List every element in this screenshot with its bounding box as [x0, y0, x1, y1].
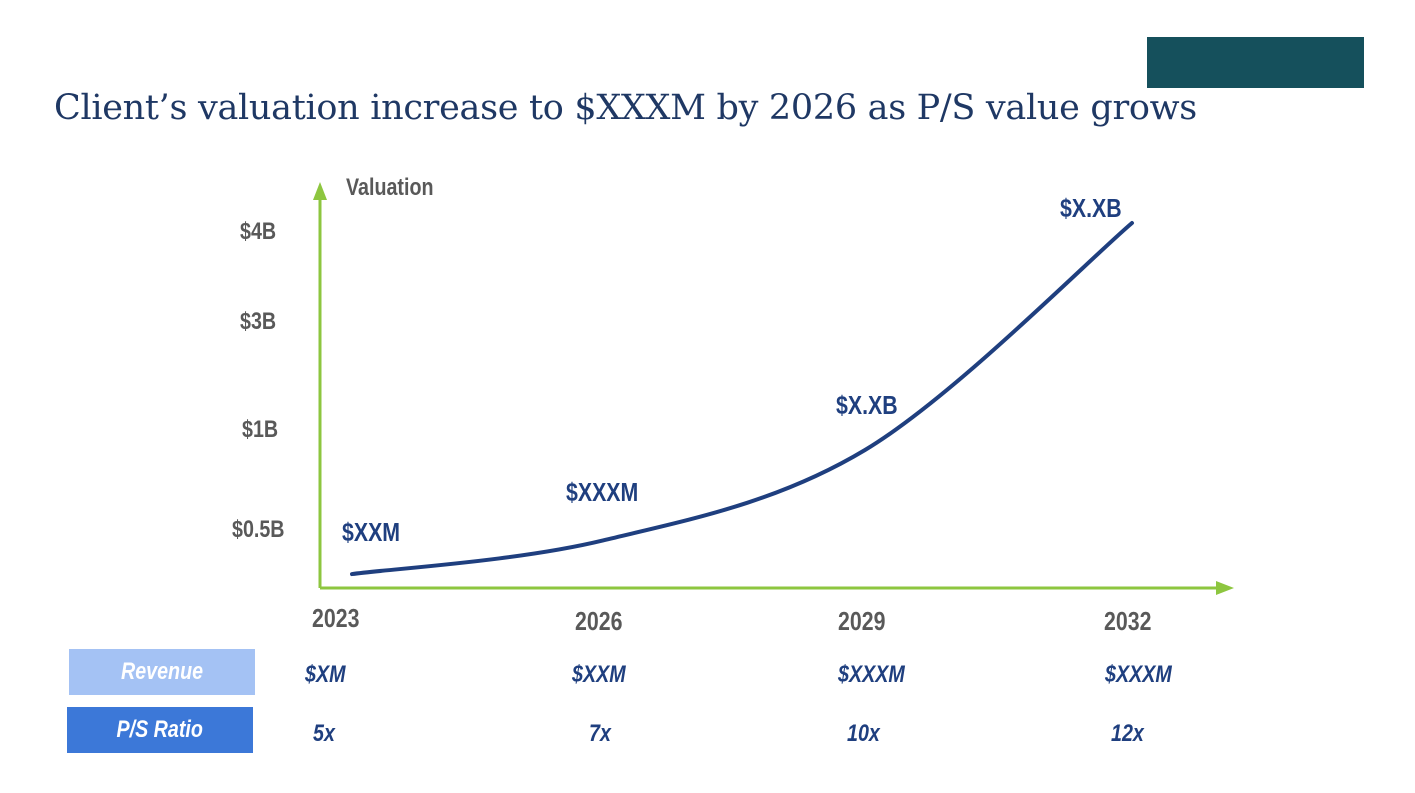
x-tick-label: 2032 — [1104, 606, 1152, 636]
x-axis-arrow — [1216, 581, 1234, 595]
y-axis-arrow — [313, 182, 327, 200]
slide-title: Client’s valuation increase to $XXXM by … — [54, 88, 1197, 128]
ps-ratio-value: 10x — [847, 720, 880, 747]
revenue-value: $XXM — [572, 661, 626, 688]
y-tick-label: $4B — [240, 218, 277, 245]
revenue-row-header: Revenue — [69, 649, 255, 695]
valuation-line — [350, 221, 1134, 577]
ps-ratio-row-header: P/S Ratio — [67, 707, 253, 753]
x-tick-label: 2023 — [312, 603, 360, 633]
x-tick-label: 2029 — [838, 606, 886, 636]
revenue-value: $XXXM — [1105, 661, 1172, 688]
ps-ratio-value: 12x — [1111, 720, 1144, 747]
y-tick-label: $1B — [242, 416, 279, 443]
data-label: $XXXM — [566, 477, 639, 507]
revenue-value: $XXXM — [838, 661, 905, 688]
x-tick-label: 2026 — [575, 606, 623, 636]
y-tick-label: $0.5B — [232, 516, 285, 543]
data-label: $X.XB — [1060, 193, 1122, 223]
data-label: $X.XB — [836, 390, 898, 420]
revenue-value: $XM — [305, 661, 346, 688]
ps-ratio-value: 5x — [313, 720, 335, 747]
y-tick-label: $3B — [240, 308, 277, 335]
y-axis-title: Valuation — [346, 174, 434, 201]
data-label: $XXM — [342, 517, 401, 547]
ps-ratio-value: 7x — [589, 720, 611, 747]
brand-bar — [1147, 37, 1364, 88]
